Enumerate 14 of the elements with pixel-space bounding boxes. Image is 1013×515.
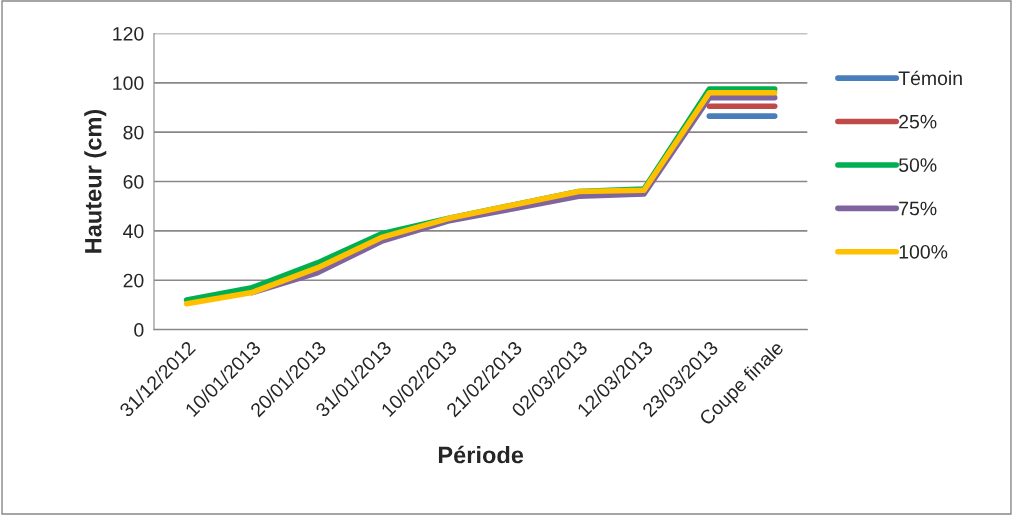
y-tick-label: 20 (123, 273, 144, 288)
y-tick-label: 80 (123, 125, 144, 140)
legend-label: Témoin (898, 70, 962, 86)
y-tick-label: 60 (123, 175, 144, 189)
legend-label: 100% (899, 244, 948, 259)
y-tick-label: 100 (113, 76, 144, 91)
x-axis-title: Période (438, 445, 524, 464)
y-axis-title: Hauteur (cm) (84, 109, 107, 253)
legend-label: 75% (899, 201, 937, 216)
y-tick-label: 120 (113, 26, 144, 41)
y-tick-label: 40 (123, 224, 144, 239)
legend-label: 25% (899, 114, 937, 129)
legend-label: 50% (898, 158, 937, 172)
y-tick-label: 0 (134, 323, 144, 337)
